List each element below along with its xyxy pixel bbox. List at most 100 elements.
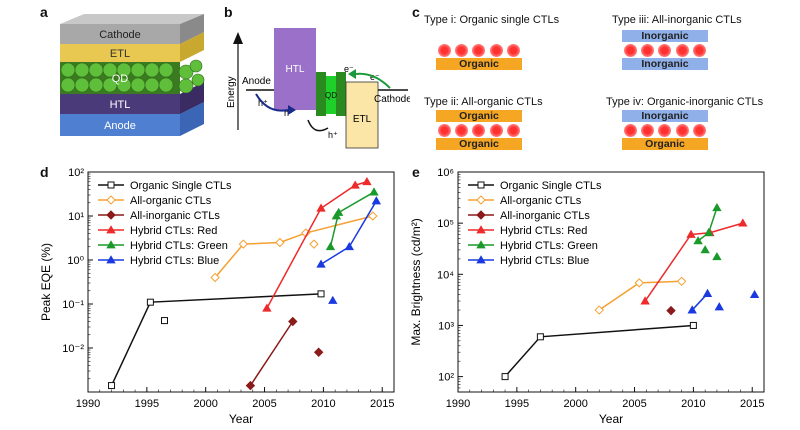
legend-entry: Organic Single CTLs bbox=[500, 180, 602, 192]
anode-label: Anode bbox=[242, 76, 271, 87]
series-all-organic-ctls bbox=[594, 276, 687, 315]
x-tick-label: 1990 bbox=[76, 398, 100, 410]
legend-entry: Organic Single CTLs bbox=[130, 180, 232, 192]
data-point bbox=[687, 305, 697, 314]
y-tick-label: 10⁶ bbox=[437, 167, 454, 179]
data-point bbox=[477, 181, 485, 189]
data-point bbox=[749, 289, 760, 299]
type-iii-layer-2: Inorganic bbox=[622, 58, 708, 70]
chart-d: 1990 1995 2000 2005 2010 2015 10⁻² 10⁻¹ 10⁰ 10¹ 10… bbox=[39, 167, 395, 426]
type-iv-diagram: Inorganic Organic bbox=[622, 110, 708, 150]
y-tick-label: 10³ bbox=[438, 320, 454, 332]
series-hybrid-ctls-blue bbox=[316, 196, 382, 304]
series-line bbox=[504, 324, 694, 378]
data-point bbox=[108, 382, 116, 390]
data-point bbox=[536, 333, 544, 341]
x-tick-label: 2005 bbox=[622, 398, 646, 410]
x-tick-label: 2015 bbox=[370, 398, 394, 410]
x-tick-label: 2005 bbox=[252, 398, 276, 410]
panel-label-b: b bbox=[224, 4, 233, 20]
data-point bbox=[476, 240, 486, 249]
type-i-title: Type i: Organic single CTLs bbox=[424, 14, 560, 26]
chart-e: 1990 1995 2000 2005 2010 2015 10² 10³ 10⁴ 10⁵ 10⁶ Y… bbox=[409, 167, 765, 426]
type-iv-layer-1: Inorganic bbox=[622, 110, 708, 122]
y-tick-label: 10¹ bbox=[68, 211, 84, 223]
series-line bbox=[266, 181, 368, 309]
y-axis-label: Peak EQE (%) bbox=[39, 243, 53, 321]
panel-label-d: d bbox=[40, 164, 49, 180]
series-organic-single-ctls bbox=[501, 321, 697, 381]
legend-entry: All-organic CTLs bbox=[500, 195, 582, 207]
type-ii-diagram: Organic Organic bbox=[436, 110, 522, 150]
y-tick-label: 10² bbox=[68, 167, 84, 179]
data-point bbox=[476, 195, 486, 205]
series-hybrid-ctls-red bbox=[262, 176, 372, 312]
type-iii-diagram: Inorganic Inorganic bbox=[622, 30, 708, 70]
panel-label-a: a bbox=[40, 4, 48, 20]
data-point bbox=[107, 181, 115, 189]
panel-label-e: e bbox=[412, 164, 420, 180]
data-point bbox=[146, 298, 154, 306]
x-axis-label: Year bbox=[599, 412, 623, 426]
series-line bbox=[110, 293, 322, 386]
etl-band bbox=[345, 81, 379, 149]
series-line bbox=[249, 321, 294, 386]
data-point bbox=[666, 305, 676, 316]
series-line bbox=[644, 222, 744, 302]
y-tick-label: 10⁻² bbox=[62, 343, 84, 355]
x-axis-label: Year bbox=[229, 412, 253, 426]
type-iii-title: Type iii: All-inorganic CTLs bbox=[612, 14, 742, 26]
data-point bbox=[476, 210, 486, 220]
legend-entry: All-inorganic CTLs bbox=[500, 210, 590, 222]
legend-entry: All-organic CTLs bbox=[130, 195, 212, 207]
htl-band bbox=[274, 28, 316, 110]
data-point bbox=[262, 303, 272, 312]
type-ii-layer-2: Organic bbox=[436, 138, 522, 150]
data-point bbox=[712, 251, 722, 261]
type-i-diagram: Organic bbox=[436, 42, 522, 70]
data-point bbox=[476, 225, 486, 234]
legend-entry: All-inorganic CTLs bbox=[130, 210, 220, 222]
data-point bbox=[350, 180, 360, 189]
type-ii-layer-1: Organic bbox=[436, 110, 522, 122]
layer-label-qd: QD bbox=[112, 73, 129, 85]
x-tick-label: 2010 bbox=[681, 398, 705, 410]
type-i-layer-1: Organic bbox=[436, 58, 522, 70]
etl-band-label: ETL bbox=[353, 114, 372, 125]
data-point bbox=[369, 187, 379, 196]
hole-label-3: h⁺ bbox=[328, 130, 338, 140]
data-point bbox=[317, 290, 325, 298]
electron-label-1: e⁻ bbox=[344, 64, 354, 74]
legend-entry: Hybrid CTLs: Blue bbox=[500, 255, 589, 267]
data-point bbox=[238, 239, 249, 249]
type-iii-layer-1: Inorganic bbox=[622, 30, 708, 42]
energy-axis-arrow-icon bbox=[233, 32, 243, 44]
legend: Organic Single CTLs All-organic CTLs All-i… bbox=[98, 180, 232, 267]
legend-entry: Hybrid CTLs: Green bbox=[130, 240, 228, 252]
energy-axis-label: Energy bbox=[226, 76, 237, 108]
legend-entry: Hybrid CTLs: Blue bbox=[130, 255, 219, 267]
type-ii-title: Type ii: All-organic CTLs bbox=[424, 96, 543, 108]
electron-arrow-icon bbox=[355, 72, 391, 89]
y-tick-label: 10² bbox=[438, 372, 454, 384]
data-point bbox=[275, 237, 285, 248]
layer-label-cathode: Cathode bbox=[99, 29, 141, 41]
data-point bbox=[714, 302, 724, 311]
type-iv-layer-2: Organic bbox=[622, 138, 708, 150]
series-line bbox=[329, 191, 375, 247]
data-point bbox=[106, 240, 116, 249]
series-all-inorganic-ctls bbox=[245, 316, 324, 391]
data-point bbox=[712, 202, 722, 212]
panel-b-energy-diagram: Energy Anode HTL QD ETL Cathode e⁻ e⁻ h⁺… bbox=[226, 28, 410, 149]
panel-a-device-stack: Anode HTL QD ETL Cathode bbox=[60, 14, 205, 136]
data-point bbox=[106, 225, 116, 234]
data-point bbox=[313, 347, 324, 357]
y-axis-label: Max. Brightness (cd/m²) bbox=[409, 218, 423, 345]
x-tick-label: 1995 bbox=[135, 398, 159, 410]
layer-label-htl: HTL bbox=[110, 99, 131, 111]
data-point bbox=[328, 295, 338, 304]
data-point bbox=[344, 241, 354, 251]
data-point bbox=[368, 211, 378, 221]
series-line bbox=[320, 200, 377, 265]
data-point bbox=[676, 276, 687, 286]
